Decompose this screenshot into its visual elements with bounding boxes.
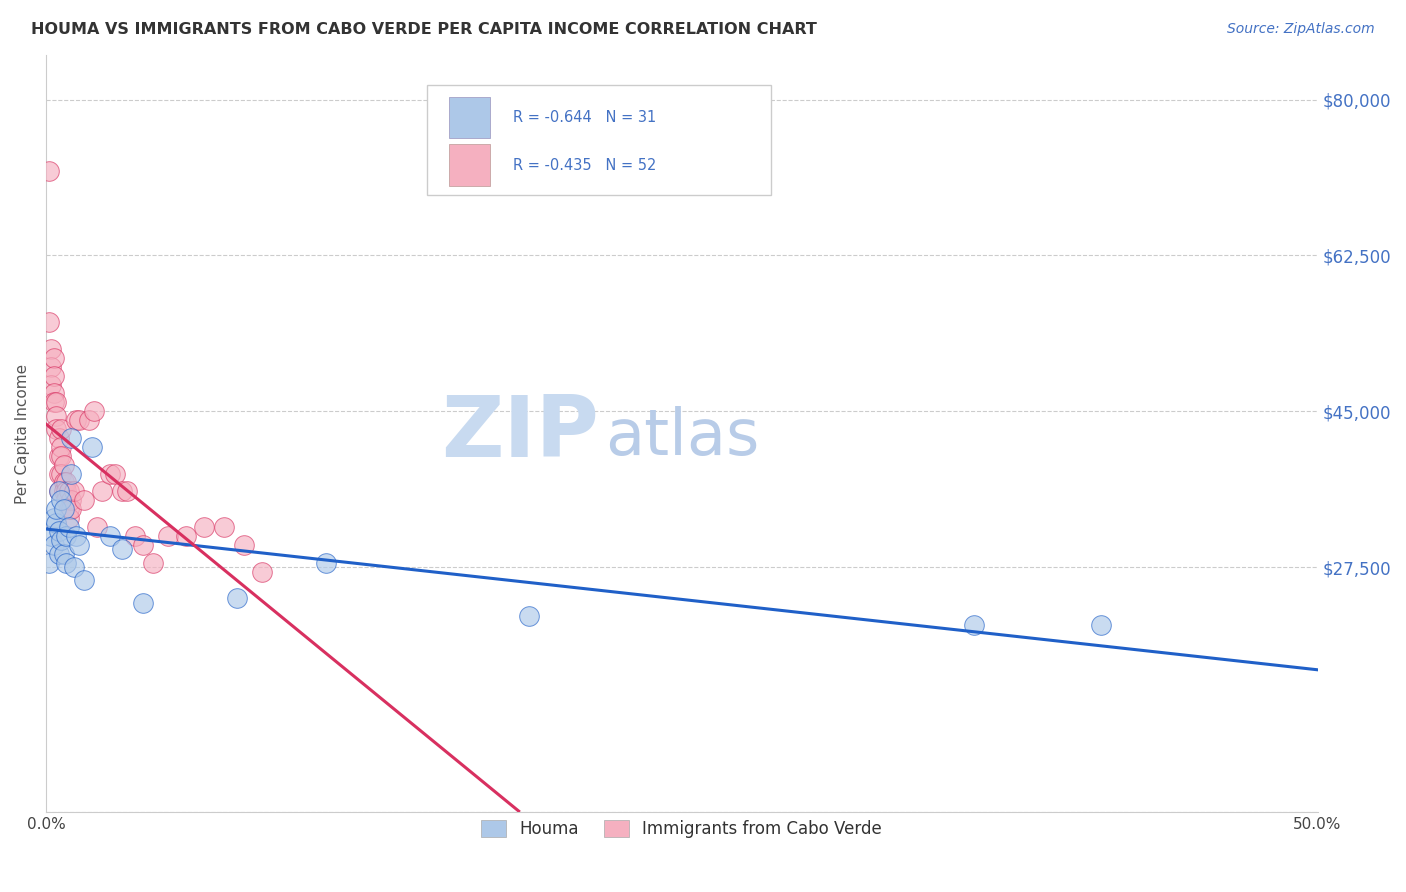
Bar [449,145,489,186]
Point [55,493,77,508]
Point [117,484,139,499]
Point [77,413,100,427]
Point [52,547,75,561]
Point [39,529,62,543]
Point [58,511,80,525]
Point [131,538,153,552]
Point [83,404,105,418]
Point [48,547,70,561]
Point [67,538,90,552]
Point [131,596,153,610]
Point [55,475,77,490]
Point [963,618,986,632]
Point [233,538,256,552]
Point [52,484,75,499]
Point [45,516,67,530]
Text: ZIP: ZIP [441,392,599,475]
Point [142,556,165,570]
Point [60,493,83,508]
Point [111,542,134,557]
Point [42,351,65,365]
Point [42,386,65,401]
Point [98,529,121,543]
Point [111,484,134,499]
Point [39,359,62,374]
Point [51,422,73,436]
Point [58,484,80,499]
Point [51,533,73,548]
Point [58,520,80,534]
Text: atlas: atlas [606,406,759,468]
Point [52,502,75,516]
Text: R = -0.435   N = 52: R = -0.435 N = 52 [513,158,657,173]
Point [193,520,215,534]
Point [38,556,60,570]
Point [60,467,83,481]
Point [55,529,77,543]
Point [52,475,75,490]
Point [48,431,70,445]
Point [73,493,96,508]
Point [86,520,108,534]
Y-axis label: Per Capita Income: Per Capita Income [15,363,30,504]
Bar [449,96,489,138]
Point [58,502,80,516]
Point [42,395,65,409]
Point [42,538,65,552]
FancyBboxPatch shape [427,86,770,195]
Point [225,591,247,606]
Point [42,368,65,383]
Point [80,440,103,454]
Point [98,467,121,481]
Point [45,422,67,436]
Point [73,574,96,588]
Point [55,556,77,570]
Text: HOUMA VS IMMIGRANTS FROM CABO VERDE PER CAPITA INCOME CORRELATION CHART: HOUMA VS IMMIGRANTS FROM CABO VERDE PER … [31,22,817,37]
Point [63,560,86,574]
Point [39,377,62,392]
Point [48,467,70,481]
Point [250,565,273,579]
Point [67,413,90,427]
Point [315,556,337,570]
Point [39,342,62,356]
Point [60,502,83,516]
Point [1090,618,1112,632]
Point [48,449,70,463]
Point [157,529,180,543]
Point [45,409,67,423]
Point [51,467,73,481]
Point [65,413,87,427]
Point [517,609,540,624]
Text: Source: ZipAtlas.com: Source: ZipAtlas.com [1227,22,1375,37]
Point [65,529,87,543]
Point [38,164,60,178]
Point [48,524,70,539]
Point [63,484,86,499]
Point [60,431,83,445]
Point [51,449,73,463]
Point [51,493,73,508]
Point [51,440,73,454]
Point [174,529,197,543]
Point [38,315,60,329]
Point [90,484,112,499]
Point [104,467,127,481]
Point [55,484,77,499]
Point [212,520,235,534]
Point [52,458,75,472]
Point [124,529,146,543]
Point [45,502,67,516]
Legend: Houma, Immigrants from Cabo Verde: Houma, Immigrants from Cabo Verde [475,814,889,845]
Point [45,395,67,409]
Point [48,484,70,499]
Point [48,484,70,499]
Point [42,511,65,525]
Text: R = -0.644   N = 31: R = -0.644 N = 31 [513,110,655,125]
